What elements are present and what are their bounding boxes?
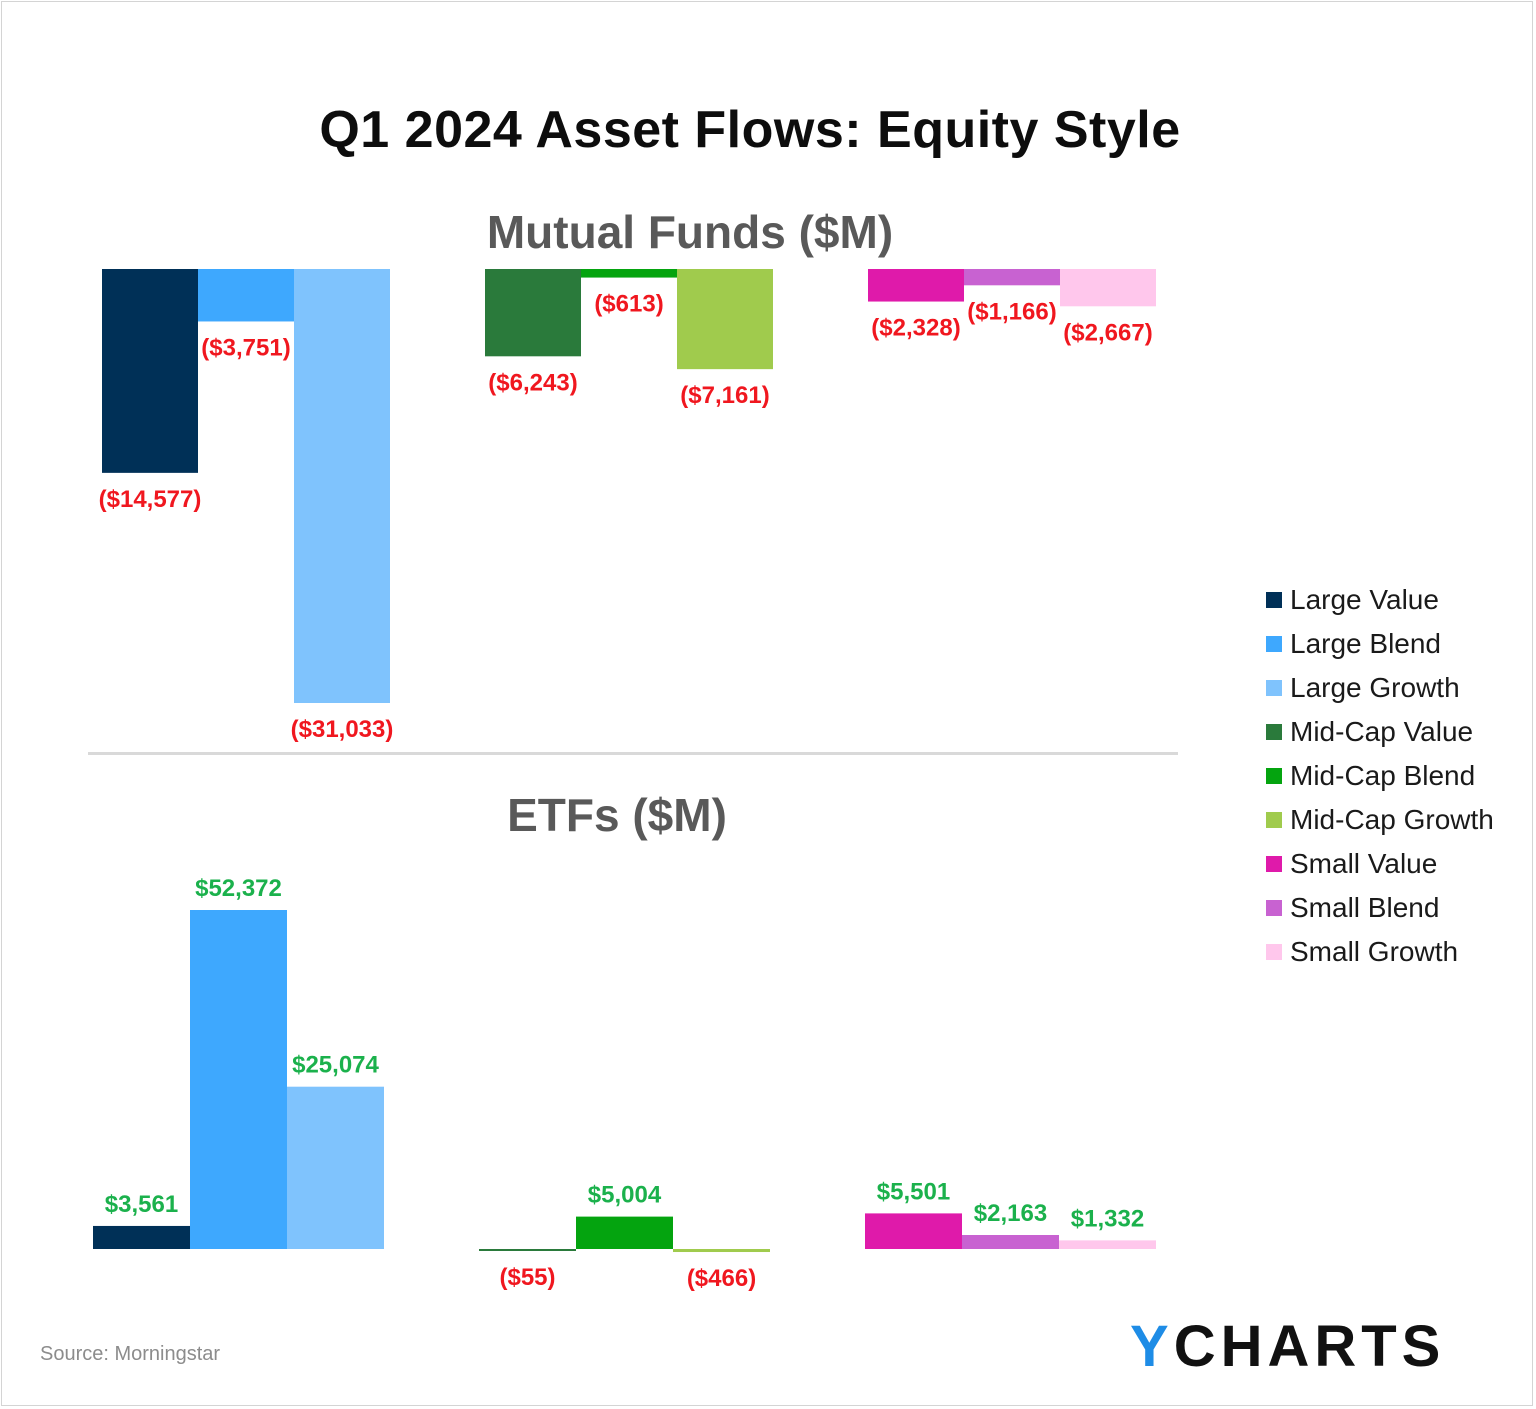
legend-label: Small Blend xyxy=(1290,892,1440,923)
mutual-funds-title: Mutual Funds ($M) xyxy=(486,206,894,258)
bar-large-blend xyxy=(198,269,294,322)
legend-label: Mid-Cap Blend xyxy=(1290,760,1476,791)
data-label: $5,501 xyxy=(877,1178,950,1205)
data-label: $5,004 xyxy=(588,1182,662,1209)
legend-label: Large Value xyxy=(1290,584,1439,615)
data-label: ($1,166) xyxy=(967,298,1056,325)
bar-mid-cap-value xyxy=(485,269,581,357)
bar-mid-cap-blend xyxy=(581,269,677,278)
data-label: ($55) xyxy=(499,1264,555,1291)
bar-mid-cap-value xyxy=(479,1249,576,1251)
data-label: ($3,751) xyxy=(201,334,290,361)
legend-swatch xyxy=(1266,944,1282,960)
data-label: ($2,328) xyxy=(871,315,960,342)
data-label: $3,561 xyxy=(105,1191,178,1218)
legend-label: Large Growth xyxy=(1290,672,1460,703)
legend-swatch xyxy=(1266,900,1282,916)
bar-large-blend xyxy=(190,910,287,1249)
legend-item: Mid-Cap Value xyxy=(1266,710,1494,754)
data-label: ($2,667) xyxy=(1063,319,1152,346)
etfs-title: ETFs ($M) xyxy=(507,789,727,841)
legend-label: Large Blend xyxy=(1290,628,1442,659)
legend-item: Small Blend xyxy=(1266,886,1494,930)
legend-swatch xyxy=(1266,812,1282,828)
data-label: ($31,033) xyxy=(291,716,394,743)
panel-divider xyxy=(88,752,1178,755)
legend-label: Mid-Cap Growth xyxy=(1290,804,1494,835)
legend: Large Value Large Blend Large Growth Mid… xyxy=(1266,578,1494,974)
bar-small-blend xyxy=(964,269,1060,286)
legend-item: Mid-Cap Blend xyxy=(1266,754,1494,798)
main-title: Q1 2024 Asset Flows: Equity Style xyxy=(319,101,1181,159)
source-note: Source: Morningstar xyxy=(40,1343,221,1365)
data-label: $25,074 xyxy=(292,1052,379,1079)
legend-swatch xyxy=(1266,636,1282,652)
legend-item: Small Growth xyxy=(1266,930,1494,974)
bar-mid-cap-blend xyxy=(576,1216,673,1249)
ycharts-logo: YCHARTS xyxy=(1130,1313,1445,1380)
bar-mid-cap-growth xyxy=(673,1249,770,1253)
bar-small-value xyxy=(865,1213,962,1249)
data-label: $52,372 xyxy=(195,875,282,902)
data-label: ($613) xyxy=(594,291,663,318)
data-label: $2,163 xyxy=(974,1200,1047,1227)
data-label: $1,332 xyxy=(1071,1205,1144,1232)
logo-text: CHARTS xyxy=(1173,1314,1446,1379)
legend-label: Small Value xyxy=(1290,848,1438,879)
data-label: ($14,577) xyxy=(99,486,202,513)
data-label: ($466) xyxy=(687,1265,756,1292)
legend-swatch xyxy=(1266,724,1282,740)
bar-mid-cap-growth xyxy=(677,269,773,370)
bar-small-value xyxy=(868,269,964,302)
legend-swatch xyxy=(1266,856,1282,872)
legend-item: Large Growth xyxy=(1266,666,1494,710)
bar-small-growth xyxy=(1059,1240,1156,1249)
data-label: ($7,161) xyxy=(680,382,769,409)
legend-item: Large Blend xyxy=(1266,622,1494,666)
legend-swatch xyxy=(1266,680,1282,696)
legend-item: Small Value xyxy=(1266,842,1494,886)
legend-swatch xyxy=(1266,592,1282,608)
bar-small-blend xyxy=(962,1234,1059,1249)
legend-label: Mid-Cap Value xyxy=(1290,716,1474,747)
legend-label: Small Growth xyxy=(1290,936,1459,967)
legend-item: Mid-Cap Growth xyxy=(1266,798,1494,842)
legend-swatch xyxy=(1266,768,1282,784)
bar-large-value xyxy=(93,1225,190,1249)
logo-accent: Y xyxy=(1130,1314,1174,1379)
bar-small-growth xyxy=(1060,269,1156,307)
bar-large-growth xyxy=(294,269,390,703)
data-label: ($6,243) xyxy=(488,369,577,396)
bar-large-growth xyxy=(287,1086,384,1249)
bar-large-value xyxy=(102,269,198,473)
legend-item: Large Value xyxy=(1266,578,1494,622)
